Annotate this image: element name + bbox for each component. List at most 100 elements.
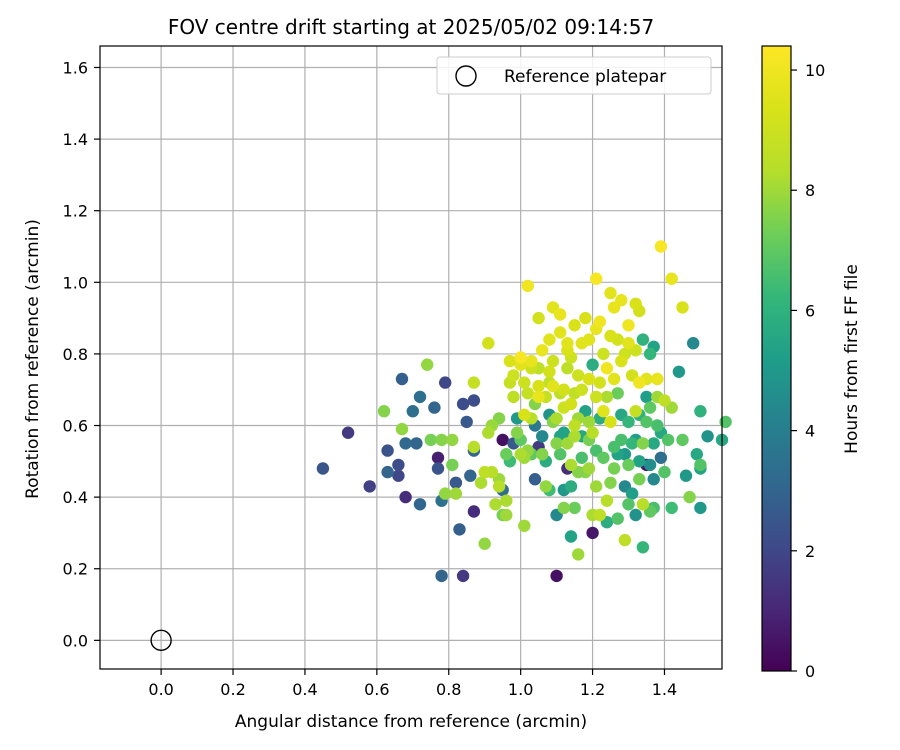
scatter-point [539,480,552,493]
scatter-point [633,455,646,468]
scatter-point [439,487,452,500]
axes: 0.0 0.2 0.4 0.6 0.8 1.0 1.2 1.4 0.0 0.2 0.4 0.6 0.8 1… [63,45,723,699]
x-tick-label: 0.6 [364,680,389,699]
chart-title: FOV centre drift starting at 2025/05/02 … [168,15,654,39]
scatter-point [636,333,650,346]
scatter-point [575,383,588,396]
scatter-point [521,279,534,293]
scatter-point [550,412,563,425]
scatter-point [518,376,531,389]
scatter-point [489,498,502,511]
colorbar-tick-label: 0 [805,662,815,681]
scatter-point [392,458,405,472]
scatter-point [615,294,628,307]
scatter-point [651,419,664,432]
scatter-point [661,433,675,447]
scatter-point [604,415,617,429]
scatter-point [446,433,459,447]
scatter-point [672,365,686,378]
scatter-point [395,422,409,436]
scatter-point [568,319,581,332]
scatter-point [532,379,545,393]
scatter-point [611,512,624,525]
legend-marker-reference-platepar [455,65,477,87]
scatter-point [676,433,689,447]
scatter-point [453,523,466,536]
scatter-point [629,297,642,310]
scatter-point [467,440,481,454]
scatter-point [460,415,473,429]
scatter-point [719,415,732,429]
scatter-point [593,508,606,522]
x-tick-label: 1.2 [580,680,605,699]
scatter-point [683,490,696,504]
scatter-point [690,448,703,461]
scatter-point [507,369,520,382]
scatter-point [435,569,448,583]
scatter-point [593,376,606,389]
scatter-point [449,487,463,500]
scatter-point [500,448,513,461]
scatter-point [554,326,567,339]
scatter-point [633,376,646,389]
scatter-point [597,347,610,361]
scatter-point [679,469,693,482]
x-axis-label: Angular distance from reference (arcmin) [235,712,587,732]
scatter-point [439,376,452,389]
scatter-point [615,354,628,368]
scatter-point [557,501,570,515]
scatter-point [431,462,445,475]
scatter-point [694,405,707,418]
scatter-point [421,358,434,371]
scatter-point [582,333,596,346]
scatter-point [428,401,441,414]
scatter-point [582,372,596,386]
y-tick-label: 1.0 [63,273,88,292]
scatter-point [518,408,531,421]
scatter-point [636,437,650,450]
scatter-point [564,480,578,493]
scatter-point [532,311,545,325]
scatter-point [564,397,578,411]
scatter-point [381,444,394,457]
scatter-point [316,462,330,475]
scatter-point [572,369,585,382]
scatter-point [658,465,671,479]
scatter-point [341,426,355,439]
scatter-point [654,451,668,464]
scatter-point [550,569,563,583]
scatter-point [579,311,592,325]
scatter-point [676,301,689,314]
scatter-point [518,519,531,532]
scatter-point [474,476,488,489]
scatter-point [701,430,714,443]
scatter-point [572,548,585,561]
y-tick-label: 0.0 [63,631,88,650]
scatter-point [643,401,657,414]
scatter-point [607,462,621,475]
scatter-point [651,372,664,386]
scatter-point [564,458,578,472]
scatter-point [554,448,567,461]
scatter-point [640,415,653,429]
scatter-point [590,480,603,493]
y-tick-label: 0.2 [63,560,88,579]
scatter-point [492,480,506,493]
y-tick-label: 1.6 [63,58,88,77]
colorbar-tick-label: 4 [805,422,815,441]
scatter-point [500,508,513,522]
scatter-point [395,372,409,386]
scatter-point [406,405,419,418]
scatter-point [561,337,574,350]
scatter-point [528,473,542,486]
scatter-point [597,451,610,464]
legend: Reference platepar [436,56,712,95]
colorbar-tick-label: 10 [805,61,825,80]
scatter-point [399,437,412,450]
scatter-point [590,390,603,404]
scatter-point [478,465,491,479]
scatter-point [543,333,556,346]
scatter-point [618,533,632,547]
scatter-point [629,405,642,418]
